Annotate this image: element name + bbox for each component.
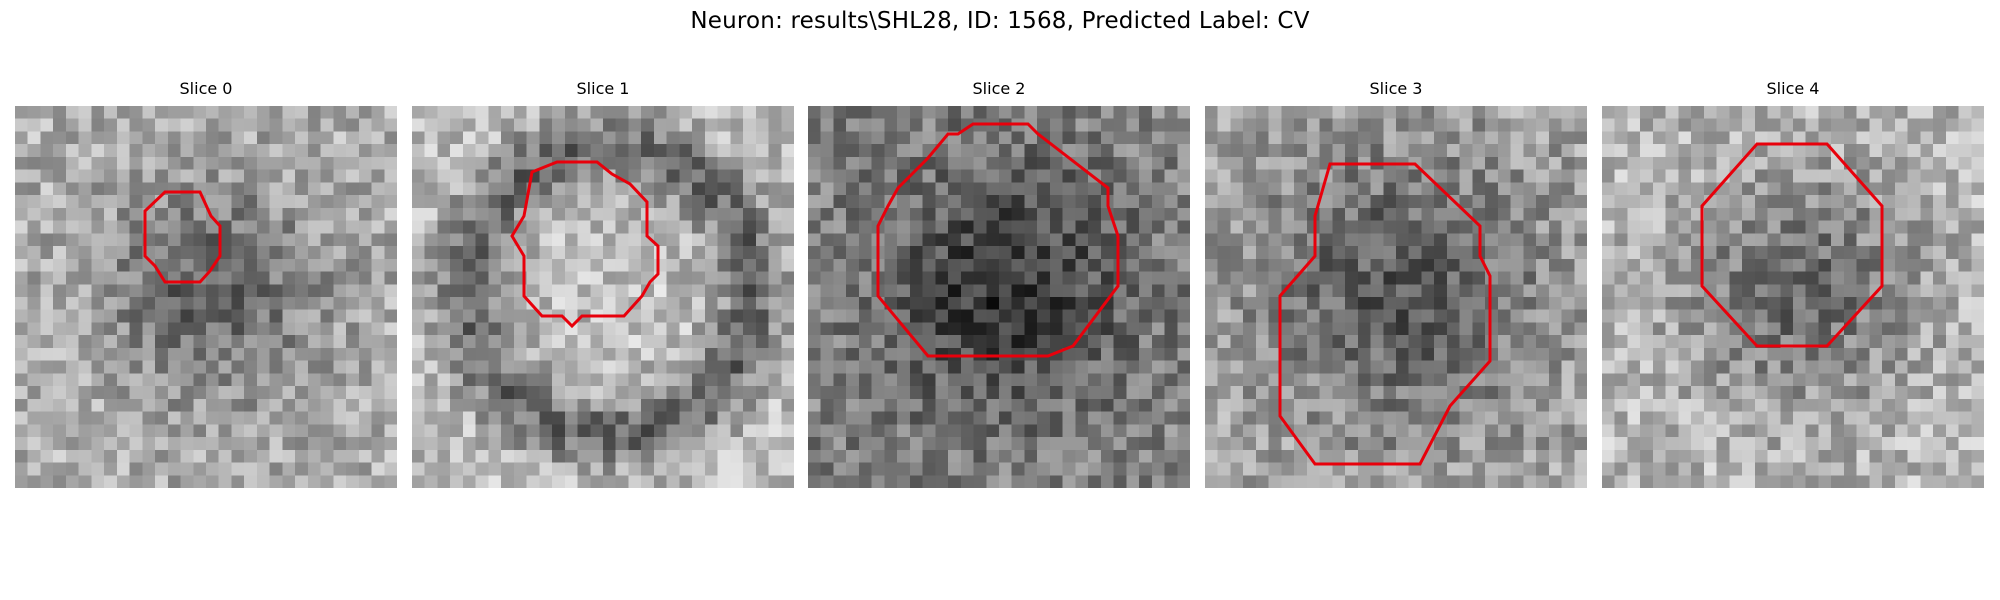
slice-panel-4: Slice 4 — [1602, 79, 1984, 488]
slice-panel-2: Slice 2 — [808, 79, 1190, 488]
figure-title: Neuron: results\SHL28, ID: 1568, Predict… — [690, 8, 1310, 34]
microscopy-image — [1205, 106, 1587, 488]
roi-outline — [1278, 162, 1492, 466]
slice-panel-3: Slice 3 — [1205, 79, 1587, 488]
slice-title: Slice 0 — [179, 79, 233, 98]
microscopy-image — [1602, 106, 1984, 488]
roi-outline — [876, 122, 1120, 358]
roi-outline — [510, 160, 660, 329]
slice-title: Slice 2 — [972, 79, 1026, 98]
slice-title: Slice 3 — [1369, 79, 1423, 98]
microscopy-image — [808, 106, 1190, 488]
roi-outline — [1700, 142, 1884, 348]
microscopy-image — [15, 106, 397, 488]
slice-panel-0: Slice 0 — [15, 79, 397, 488]
roi-outline — [143, 190, 222, 284]
slice-panel-1: Slice 1 — [412, 79, 794, 488]
slice-title: Slice 4 — [1766, 79, 1820, 98]
slice-title: Slice 1 — [576, 79, 630, 98]
microscopy-image — [412, 106, 794, 488]
